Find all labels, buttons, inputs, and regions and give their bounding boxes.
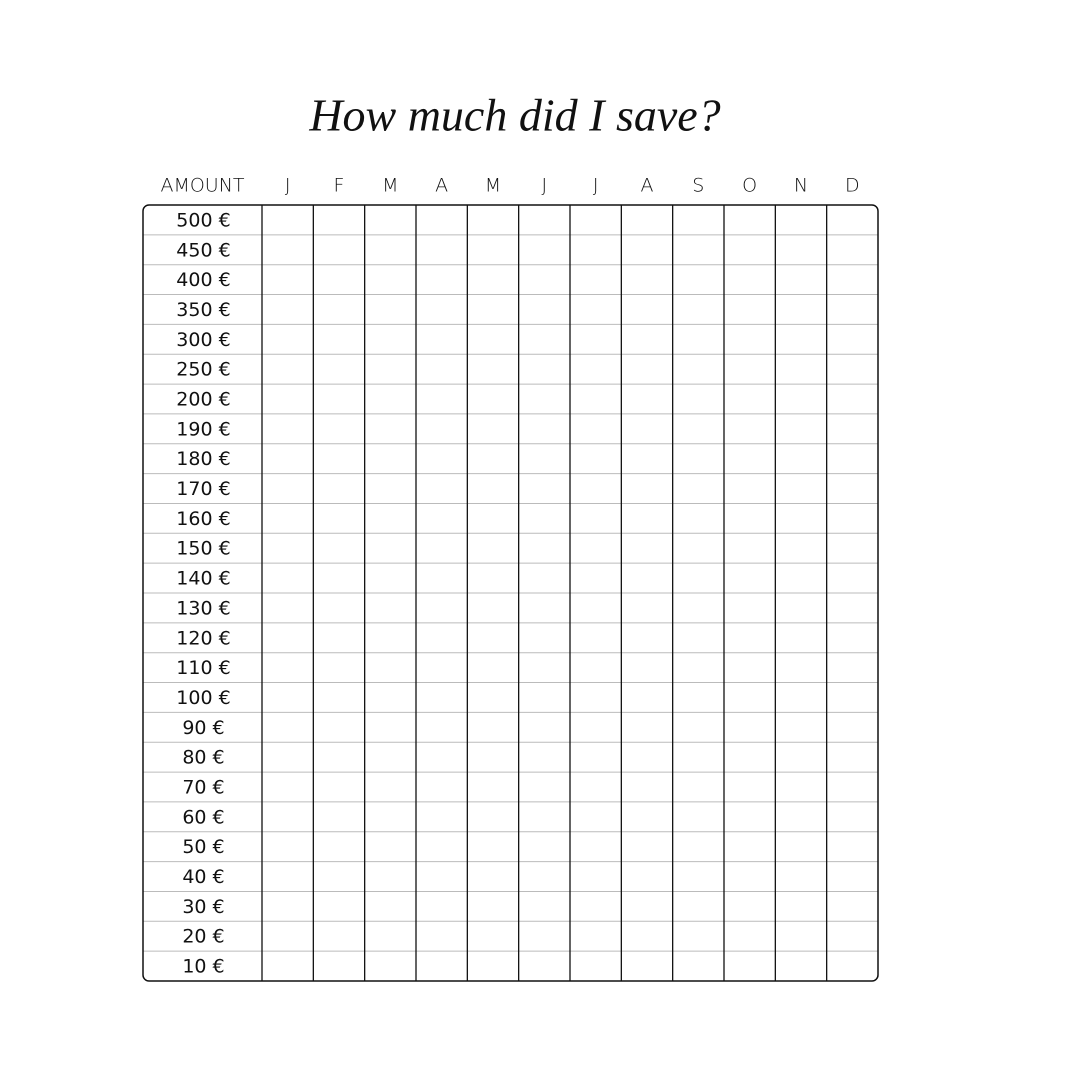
column-header: O xyxy=(742,175,757,197)
column-header: J xyxy=(593,175,599,197)
amount-label: 50 € xyxy=(182,836,224,858)
column-header: J xyxy=(542,175,548,197)
column-header: A xyxy=(641,175,654,197)
amount-label: 250 € xyxy=(176,359,230,381)
amount-label: 20 € xyxy=(182,926,224,948)
amount-label: 450 € xyxy=(176,239,230,261)
column-header: M xyxy=(382,175,398,197)
amount-label: 180 € xyxy=(176,448,230,470)
column-header: M xyxy=(485,175,501,197)
amount-label: 80 € xyxy=(182,747,224,769)
amount-label: 350 € xyxy=(176,299,230,321)
amount-label: 70 € xyxy=(182,777,224,799)
column-header: F xyxy=(334,175,345,197)
amount-label: 500 € xyxy=(176,209,230,231)
amount-label: 170 € xyxy=(176,478,230,500)
amount-label: 10 € xyxy=(182,956,224,978)
column-header: AMOUNT xyxy=(160,175,244,197)
amount-label: 190 € xyxy=(176,418,230,440)
amount-label: 400 € xyxy=(176,269,230,291)
table-border xyxy=(142,204,879,982)
amount-label: 90 € xyxy=(182,717,224,739)
column-header: A xyxy=(435,175,448,197)
amount-label: 120 € xyxy=(176,627,230,649)
amount-label: 150 € xyxy=(176,538,230,560)
column-header: J xyxy=(285,175,291,197)
amount-label: 30 € xyxy=(182,896,224,918)
amount-label: 110 € xyxy=(176,657,230,679)
amount-label: 60 € xyxy=(182,806,224,828)
amount-label: 300 € xyxy=(176,329,230,351)
amount-label: 100 € xyxy=(176,687,230,709)
column-header: S xyxy=(692,175,704,197)
amount-label: 160 € xyxy=(176,508,230,530)
title: How much did I save? xyxy=(308,90,720,141)
amount-label: 140 € xyxy=(176,568,230,590)
column-header: N xyxy=(794,175,808,197)
amount-label: 130 € xyxy=(176,597,230,619)
amount-label: 40 € xyxy=(182,866,224,888)
amount-label: 200 € xyxy=(176,389,230,411)
column-header: D xyxy=(845,175,860,197)
